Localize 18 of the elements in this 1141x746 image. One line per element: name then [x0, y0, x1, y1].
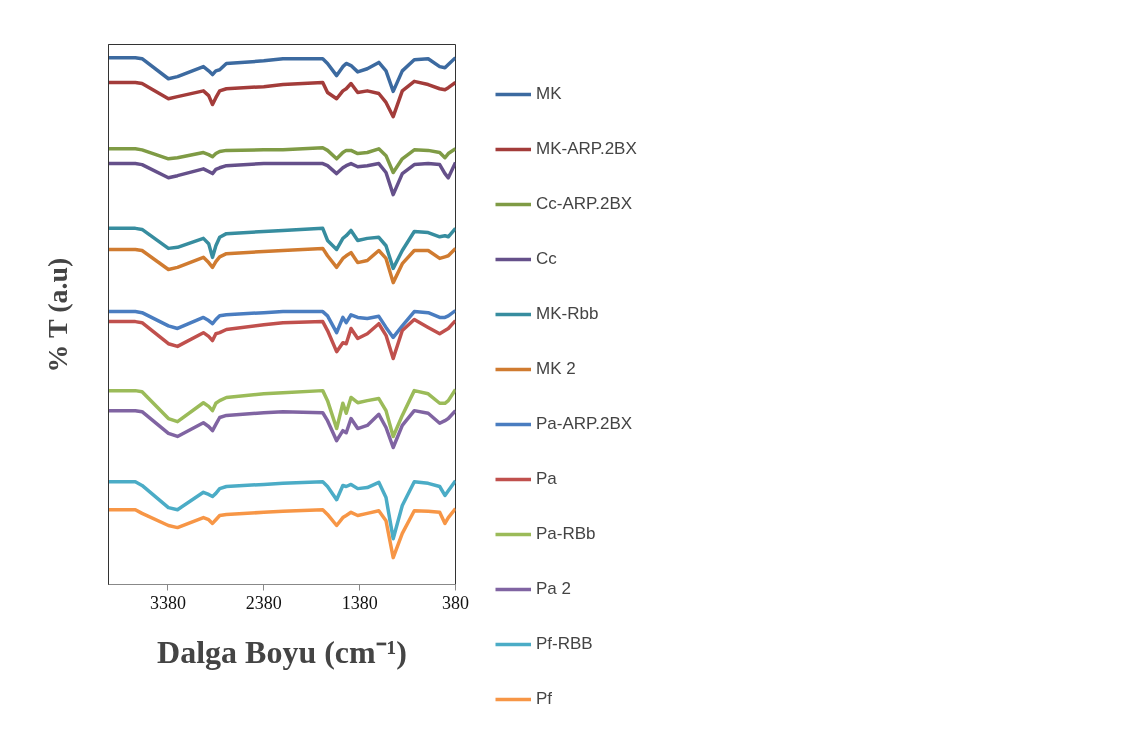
legend-label: Pa — [536, 469, 557, 489]
legend-label: Pf — [536, 689, 554, 709]
x-tick-label: 1380 — [341, 592, 378, 613]
legend-label: MK-ARP.2BX — [536, 139, 637, 159]
legend-label: Pf-RBB — [536, 634, 593, 654]
x-tick-label: 380 — [442, 592, 469, 613]
legend-label: Pa-RBb — [536, 524, 596, 544]
x-tick-label: 3380 — [149, 592, 186, 613]
legend-label: Pa-ARP.2BX — [536, 414, 633, 434]
legend-label: Pa 2 — [536, 579, 571, 599]
legend-label: MK 2 — [536, 359, 576, 379]
x-tick-label: 2380 — [245, 592, 282, 613]
legend-label: MK-Rbb — [536, 304, 599, 324]
legend-label: Cc — [536, 249, 557, 269]
x-axis-title: Dalga Boyu (cm⁻¹) — [157, 633, 407, 670]
y-axis-title: % T (a.u) — [41, 257, 73, 373]
legend-label: Cc-ARP.2BX — [536, 194, 633, 214]
legend-label: MK — [536, 84, 562, 104]
